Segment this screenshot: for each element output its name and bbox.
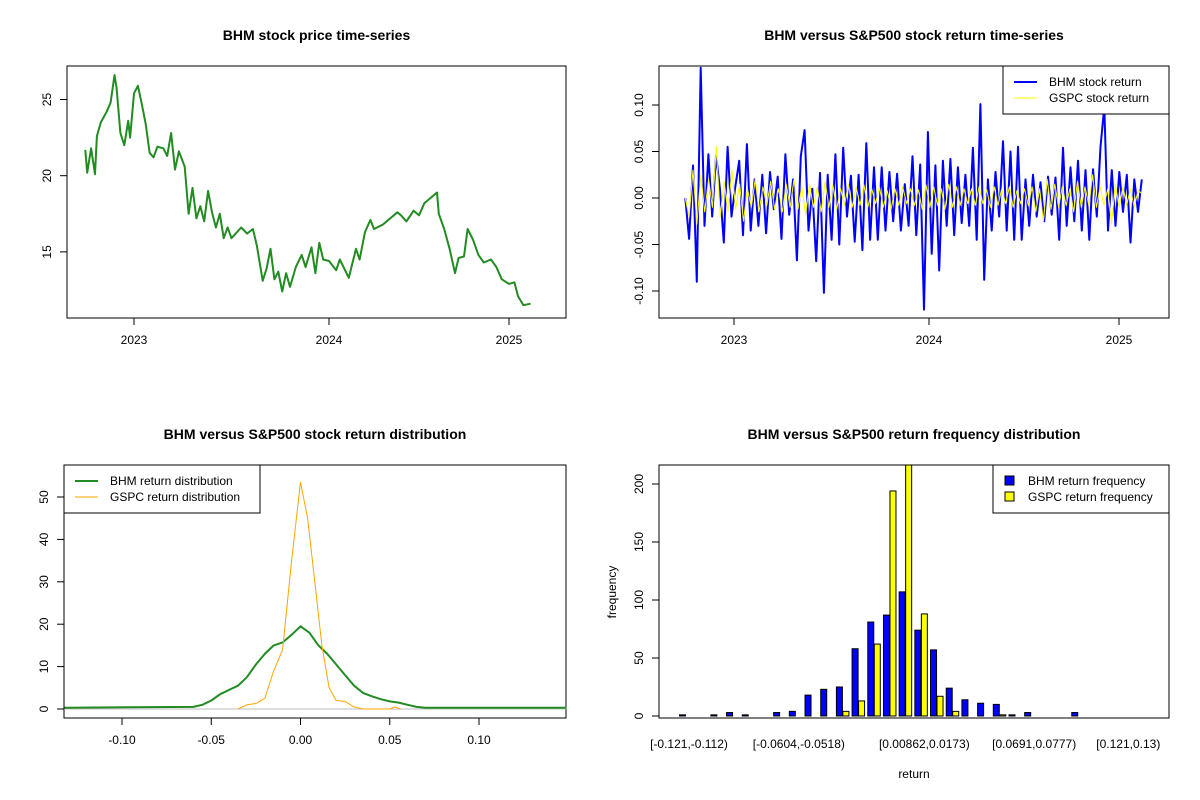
density-chart: BHM versus S&P500 stock return distribut…	[37, 426, 567, 747]
bhm-bar	[679, 714, 686, 717]
y-tick-label: 30	[37, 575, 51, 589]
chart-title: BHM versus S&P500 stock return time-seri…	[764, 27, 1064, 43]
y-axis-label: frequency	[605, 566, 619, 619]
legend-box	[992, 464, 1170, 514]
legend-box	[1002, 65, 1170, 115]
legend-fill-swatch	[1004, 475, 1015, 486]
y-tick-label: 150	[632, 532, 646, 552]
y-tick-label: 15	[40, 245, 54, 259]
bhm-bar	[820, 688, 828, 717]
y-tick-label: 0	[37, 705, 51, 712]
legend-label: GSPC return distribution	[110, 490, 240, 504]
x-tick-label: [0.0691,0.0777)	[992, 737, 1076, 751]
bhm-bar	[726, 712, 734, 717]
histogram-chart: BHM versus S&P500 return frequency distr…	[605, 426, 1170, 781]
x-tick-label: 2023	[121, 333, 148, 347]
bars	[679, 465, 1079, 717]
y-tick-label: 40	[37, 532, 51, 546]
gspc-bar	[842, 710, 850, 717]
bhm-bar	[835, 686, 843, 717]
legend-label: GSPC return frequency	[1028, 490, 1153, 504]
x-tick-label: [-0.121,-0.112)	[650, 737, 728, 751]
legend-label: BHM return distribution	[110, 474, 233, 488]
y-tick-label: 20	[40, 169, 54, 183]
bhm-bar	[741, 714, 749, 717]
y-tick-label: 100	[632, 590, 646, 610]
x-tick-label: -0.05	[198, 733, 226, 747]
gspc-return-line	[684, 146, 1143, 225]
legend-label: GSPC stock return	[1049, 91, 1149, 105]
x-tick-label: [-0.0604,-0.0518)	[753, 737, 845, 751]
x-tick-label: 0.10	[467, 733, 491, 747]
bhm-bar	[977, 702, 985, 717]
gspc-density-line	[237, 481, 401, 710]
gspc-bar	[858, 700, 866, 717]
legend-fill-swatch	[1004, 491, 1015, 502]
x-tick-label: 0.00	[289, 733, 313, 747]
y-tick-label: -0.05	[632, 231, 646, 259]
x-tick-label: 2023	[721, 333, 748, 347]
bhm-bar	[1071, 712, 1079, 717]
legend-box	[63, 464, 261, 514]
x-tick-label: 2025	[1106, 333, 1133, 347]
x-tick-label: 2025	[496, 333, 523, 347]
y-tick-label: 25	[40, 93, 54, 107]
y-tick-label: 0.10	[632, 93, 646, 117]
chart-title: BHM stock price time-series	[223, 27, 411, 43]
bhm-bar	[882, 614, 890, 717]
gspc-bar	[905, 465, 913, 717]
legend-label: BHM stock return	[1049, 75, 1142, 89]
chart-title: BHM versus S&P500 stock return distribut…	[164, 426, 467, 442]
y-tick-label: 10	[37, 660, 51, 674]
gspc-bar	[873, 643, 881, 717]
x-tick-label: [0.00862,0.0173)	[879, 737, 970, 751]
x-tick-label: 2024	[916, 333, 943, 347]
y-tick-label: 0.05	[632, 139, 646, 163]
legend-label: BHM return frequency	[1028, 474, 1145, 488]
x-tick-label: [0.121,0.13)	[1096, 737, 1160, 751]
x-tick-label: -0.10	[108, 733, 136, 747]
bhm-bar	[914, 629, 922, 717]
bhm-bar	[773, 712, 781, 717]
bhm-bar	[1024, 712, 1032, 717]
price-line	[84, 74, 531, 307]
gspc-bar	[936, 695, 944, 717]
x-tick-label: 0.05	[378, 733, 402, 747]
bhm-bar	[851, 648, 859, 717]
bhm-density-line	[63, 625, 567, 709]
bhm-bar	[898, 591, 906, 717]
bhm-bar	[930, 649, 938, 717]
y-tick-label: 0	[632, 712, 646, 719]
chart-title: BHM versus S&P500 return frequency distr…	[748, 426, 1081, 442]
y-tick-label: -0.10	[632, 277, 646, 305]
gspc-bar	[889, 490, 897, 717]
y-tick-label: 50	[632, 651, 646, 665]
returns-chart: BHM versus S&P500 stock return time-seri…	[632, 27, 1170, 347]
y-tick-label: 20	[37, 617, 51, 631]
bhm-bar	[710, 714, 718, 717]
bhm-bar	[992, 703, 1000, 717]
y-tick-label: 50	[37, 490, 51, 504]
bhm-return-line	[684, 66, 1143, 311]
gspc-bar	[952, 710, 960, 717]
bhm-bar	[1008, 714, 1016, 717]
x-tick-label: 2024	[316, 333, 343, 347]
y-tick-label: 0.00	[632, 186, 646, 210]
bhm-bar	[961, 699, 969, 717]
gspc-bar	[999, 714, 1007, 717]
gspc-bar	[920, 613, 928, 717]
bhm-bar	[788, 710, 796, 717]
bhm-bar	[867, 621, 875, 717]
bhm-bar	[804, 694, 812, 717]
bhm-bar	[945, 687, 953, 717]
x-axis-label: return	[898, 767, 929, 781]
y-tick-label: 200	[632, 474, 646, 494]
